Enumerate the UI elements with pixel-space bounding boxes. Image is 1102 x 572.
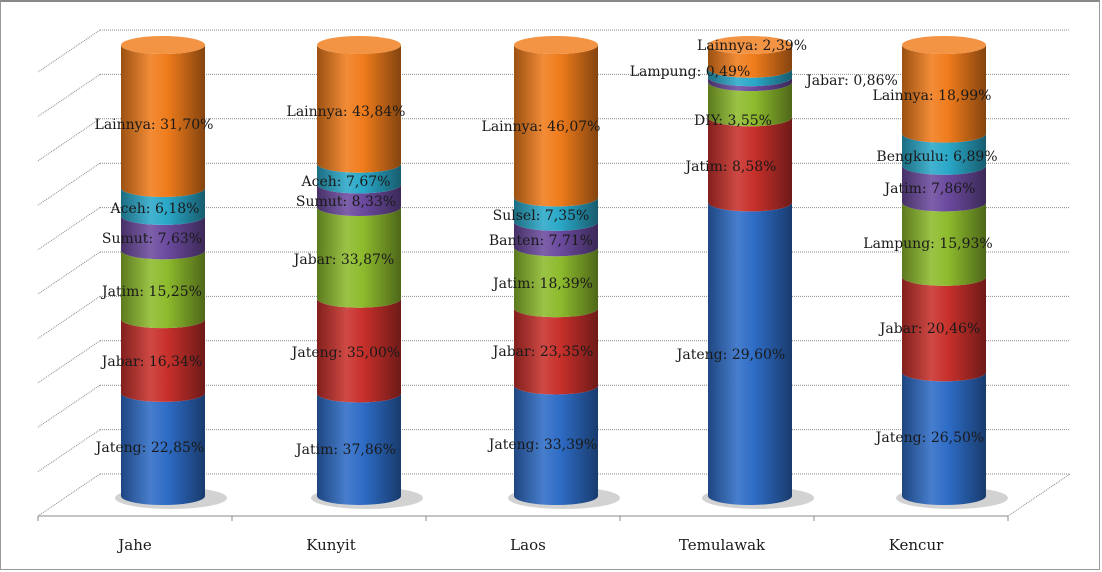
category-label: Jahe xyxy=(116,536,152,554)
data-label: Jatim: 15,25% xyxy=(100,284,202,300)
data-label: Lainnya: 31,70% xyxy=(95,117,214,133)
data-label: DIY: 3,55% xyxy=(694,113,772,129)
bar-segment xyxy=(317,184,401,217)
data-label: Jateng: 26,50% xyxy=(874,430,984,446)
data-label: Jateng: 35,00% xyxy=(290,345,400,361)
cylinder-top xyxy=(317,36,401,54)
bar-segment xyxy=(902,45,986,143)
bar-segment xyxy=(317,298,401,403)
cylinder-kunyit xyxy=(311,36,423,509)
data-label: Jabar: 20,46% xyxy=(878,321,981,337)
data-label: Sumut: 7,63% xyxy=(102,231,202,247)
bar-segment xyxy=(902,276,986,382)
bar-segment xyxy=(708,202,792,505)
cylinder-temulawak xyxy=(702,36,814,509)
cylinder-top xyxy=(514,36,598,54)
data-label: Jateng: 22,85% xyxy=(94,440,204,456)
bar-segment xyxy=(317,393,401,505)
data-label: Jabar: 33,87% xyxy=(292,252,395,268)
data-label: Lainnya: 18,99% xyxy=(873,88,992,104)
data-label: Jabar: 23,35% xyxy=(491,344,594,360)
data-label: Aceh: 7,67% xyxy=(301,174,391,190)
bar-segment xyxy=(514,221,598,257)
category-label: Kencur xyxy=(889,536,944,554)
data-label: Jatim: 37,86% xyxy=(294,442,396,458)
chart-floor xyxy=(37,473,1071,521)
bar-segment xyxy=(514,45,598,207)
bar-segment xyxy=(708,77,792,92)
cylinder-laos xyxy=(508,36,620,509)
bar-segment xyxy=(121,392,205,505)
cylinder-top xyxy=(708,36,792,54)
bar-segment xyxy=(317,207,401,308)
category-label: Temulawak xyxy=(679,536,766,554)
category-label: Laos xyxy=(510,536,546,554)
bar-segment xyxy=(317,45,401,173)
data-label: Jabar: 16,34% xyxy=(100,354,203,370)
gridline xyxy=(37,29,1070,73)
data-label: Jabar: 0,86% xyxy=(804,73,898,89)
cylinder-kencur xyxy=(896,36,1008,509)
bar-segment xyxy=(514,308,598,395)
bar-segment xyxy=(708,45,792,78)
bar-segment xyxy=(121,319,205,402)
data-label: Lainnya: 43,84% xyxy=(287,104,406,120)
bar-segment xyxy=(708,82,792,127)
data-label: Sumut: 8,33% xyxy=(296,194,396,210)
bar-segment xyxy=(902,202,986,286)
bar-segment xyxy=(317,163,401,194)
cylinder-top xyxy=(902,36,986,54)
data-label: Lampung: 15,93% xyxy=(863,236,992,252)
bar-segment xyxy=(708,117,792,212)
bar-segment xyxy=(514,197,598,231)
bar-segment xyxy=(121,45,205,198)
data-label: Aceh: 6,18% xyxy=(110,201,200,217)
bar-segment xyxy=(514,247,598,318)
data-label: Lainnya: 46,07% xyxy=(482,119,601,135)
data-label: Jateng: 29,60% xyxy=(675,347,785,363)
data-label: Jateng: 33,39% xyxy=(487,437,597,453)
data-label: Lampung: 0,49% xyxy=(630,64,751,80)
cylinder-top xyxy=(121,36,205,54)
bar-segment xyxy=(121,188,205,225)
cylinder-jahe xyxy=(115,36,227,509)
bar-segment xyxy=(902,133,986,175)
bar-segment xyxy=(121,215,205,260)
data-label: Lainnya: 2,39% xyxy=(697,38,807,54)
bar-segment xyxy=(902,372,986,505)
data-label: Jatim: 7,86% xyxy=(883,181,976,197)
data-label: Banten: 7,71% xyxy=(489,233,593,249)
bar-segment xyxy=(708,68,792,87)
data-label: Jatim: 8,58% xyxy=(684,159,777,175)
data-label: Sulsel: 7,35% xyxy=(493,208,590,224)
category-label: Kunyit xyxy=(306,536,356,554)
data-label: Jatim: 18,39% xyxy=(491,276,593,292)
bar-segment xyxy=(514,385,598,505)
bar-segment xyxy=(902,165,986,212)
data-label: Bengkulu: 6,89% xyxy=(876,149,997,165)
bar-segment xyxy=(121,250,205,329)
